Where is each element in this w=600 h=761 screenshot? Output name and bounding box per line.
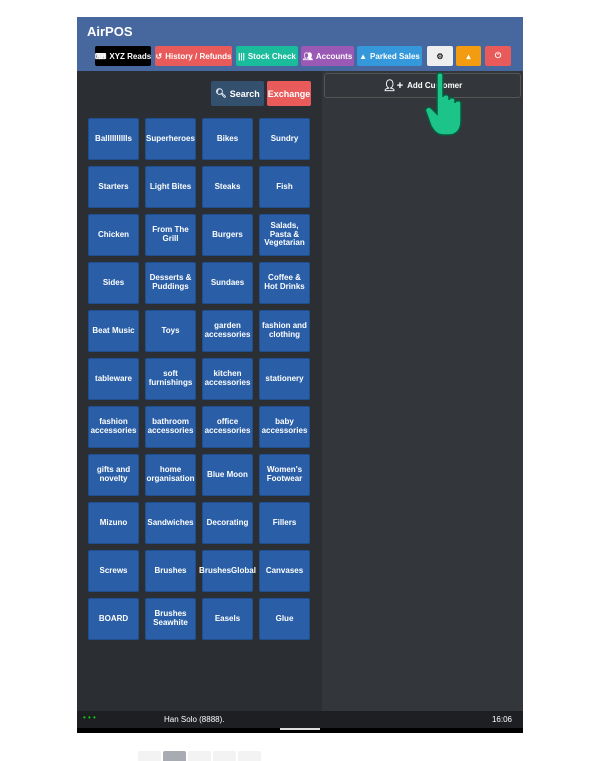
category-button[interactable]: baby accessories: [259, 406, 310, 448]
category-button[interactable]: Starters: [88, 166, 139, 208]
stock-check-button[interactable]: ||| Stock Check: [236, 46, 298, 66]
category-button[interactable]: Bikes: [202, 118, 253, 160]
page-tab[interactable]: [188, 751, 211, 761]
user-label: Han Solo (8888).: [164, 715, 225, 724]
category-button[interactable]: fashion and clothing: [259, 310, 310, 352]
category-button[interactable]: Balllllllllls: [88, 118, 139, 160]
user-icon: ▴: [466, 51, 471, 61]
category-button[interactable]: Coffee & Hot Drinks: [259, 262, 310, 304]
category-button[interactable]: bathroom accessories: [145, 406, 196, 448]
header: AirPOS ⌨ XYZ Reads ↺ History / Refunds ||| St…: [77, 17, 523, 71]
exchange-button[interactable]: Exchange: [267, 81, 311, 106]
category-button[interactable]: garden accessories: [202, 310, 253, 352]
category-button[interactable]: stationery: [259, 358, 310, 400]
page-tab[interactable]: [213, 751, 236, 761]
category-button[interactable]: Light Bites: [145, 166, 196, 208]
category-button[interactable]: Fillers: [259, 502, 310, 544]
clock: 16:06: [491, 715, 512, 724]
parked-sales-button[interactable]: ▲ Parked Sales: [357, 46, 422, 66]
keyboard-icon: ⌨: [94, 51, 107, 61]
category-button[interactable]: From The Grill: [145, 214, 196, 256]
category-button[interactable]: Toys: [145, 310, 196, 352]
category-button[interactable]: BOARD: [88, 598, 139, 640]
power-button[interactable]: ⏻: [485, 46, 511, 66]
page-tab[interactable]: [138, 751, 161, 761]
category-button[interactable]: Burgers: [202, 214, 253, 256]
page-tab[interactable]: [163, 751, 186, 761]
category-button[interactable]: soft furnishings: [145, 358, 196, 400]
category-button[interactable]: Desserts & Puddings: [145, 262, 196, 304]
category-button[interactable]: Women's Footwear: [259, 454, 310, 496]
add-customer-button[interactable]: 👤︎+ Add Customer: [324, 73, 521, 98]
category-button[interactable]: Sides: [88, 262, 139, 304]
users-icon: 👥︎: [302, 51, 313, 61]
basket-panel: 👤︎+ Add Customer: [322, 71, 523, 711]
accounts-button[interactable]: 👥︎ Accounts: [301, 46, 354, 66]
connection-dots: • • •: [83, 713, 96, 722]
category-button[interactable]: Steaks: [202, 166, 253, 208]
power-icon: ⏻: [494, 51, 502, 60]
nav-bar: [77, 728, 523, 733]
user-plus-icon: 👤︎+: [382, 80, 404, 92]
car-icon: ▲: [359, 51, 368, 61]
xyz-reads-button[interactable]: ⌨ XYZ Reads: [95, 46, 151, 66]
category-button[interactable]: home organisation: [145, 454, 196, 496]
category-button[interactable]: Fish: [259, 166, 310, 208]
category-button[interactable]: BrushesGlobal: [199, 550, 256, 592]
category-button[interactable]: fashion accessories: [88, 406, 139, 448]
hand-pointer-icon: [424, 72, 462, 136]
category-button[interactable]: office accessories: [202, 406, 253, 448]
category-button[interactable]: Superheroes: [145, 118, 196, 160]
app-title: AirPOS: [87, 24, 133, 39]
category-button[interactable]: Decorating: [202, 502, 253, 544]
history-icon: ↺: [155, 51, 163, 61]
category-button[interactable]: Beat Music: [88, 310, 139, 352]
category-button[interactable]: tableware: [88, 358, 139, 400]
category-button[interactable]: Brushes: [145, 550, 196, 592]
category-button[interactable]: Sandwiches: [145, 502, 196, 544]
category-button[interactable]: Sundry: [259, 118, 310, 160]
category-button[interactable]: Sundaes: [202, 262, 253, 304]
category-button[interactable]: Glue: [259, 598, 310, 640]
history-refunds-button[interactable]: ↺ History / Refunds: [155, 46, 232, 66]
user-button[interactable]: ▴: [456, 46, 481, 66]
search-icon: 🔍︎: [215, 88, 227, 98]
category-button[interactable]: kitchen accessories: [202, 358, 253, 400]
search-button[interactable]: 🔍︎ Search: [211, 81, 264, 106]
category-button[interactable]: Brushes Seawhite: [145, 598, 196, 640]
category-button[interactable]: Canvases: [259, 550, 310, 592]
page-tab[interactable]: [238, 751, 261, 761]
category-button[interactable]: Blue Moon: [202, 454, 253, 496]
category-button[interactable]: Salads, Pasta & Vegetarian: [259, 214, 310, 256]
barcode-icon: |||: [238, 51, 245, 61]
category-button[interactable]: Screws: [88, 550, 139, 592]
gear-icon: ⚙: [436, 51, 444, 61]
category-panel: 🔍︎ Search Exchange Balllllllllls Superhero…: [77, 71, 322, 761]
status-bar: • • • Han Solo (8888). 16:06: [77, 711, 523, 728]
category-button[interactable]: Easels: [202, 598, 253, 640]
home-indicator: [280, 728, 320, 730]
category-button[interactable]: Chicken: [88, 214, 139, 256]
pos-app: AirPOS ⌨ XYZ Reads ↺ History / Refunds ||| St…: [77, 17, 523, 761]
category-button[interactable]: gifts and novelty: [88, 454, 139, 496]
gear-button[interactable]: ⚙: [427, 46, 453, 66]
category-button[interactable]: Mizuno: [88, 502, 139, 544]
